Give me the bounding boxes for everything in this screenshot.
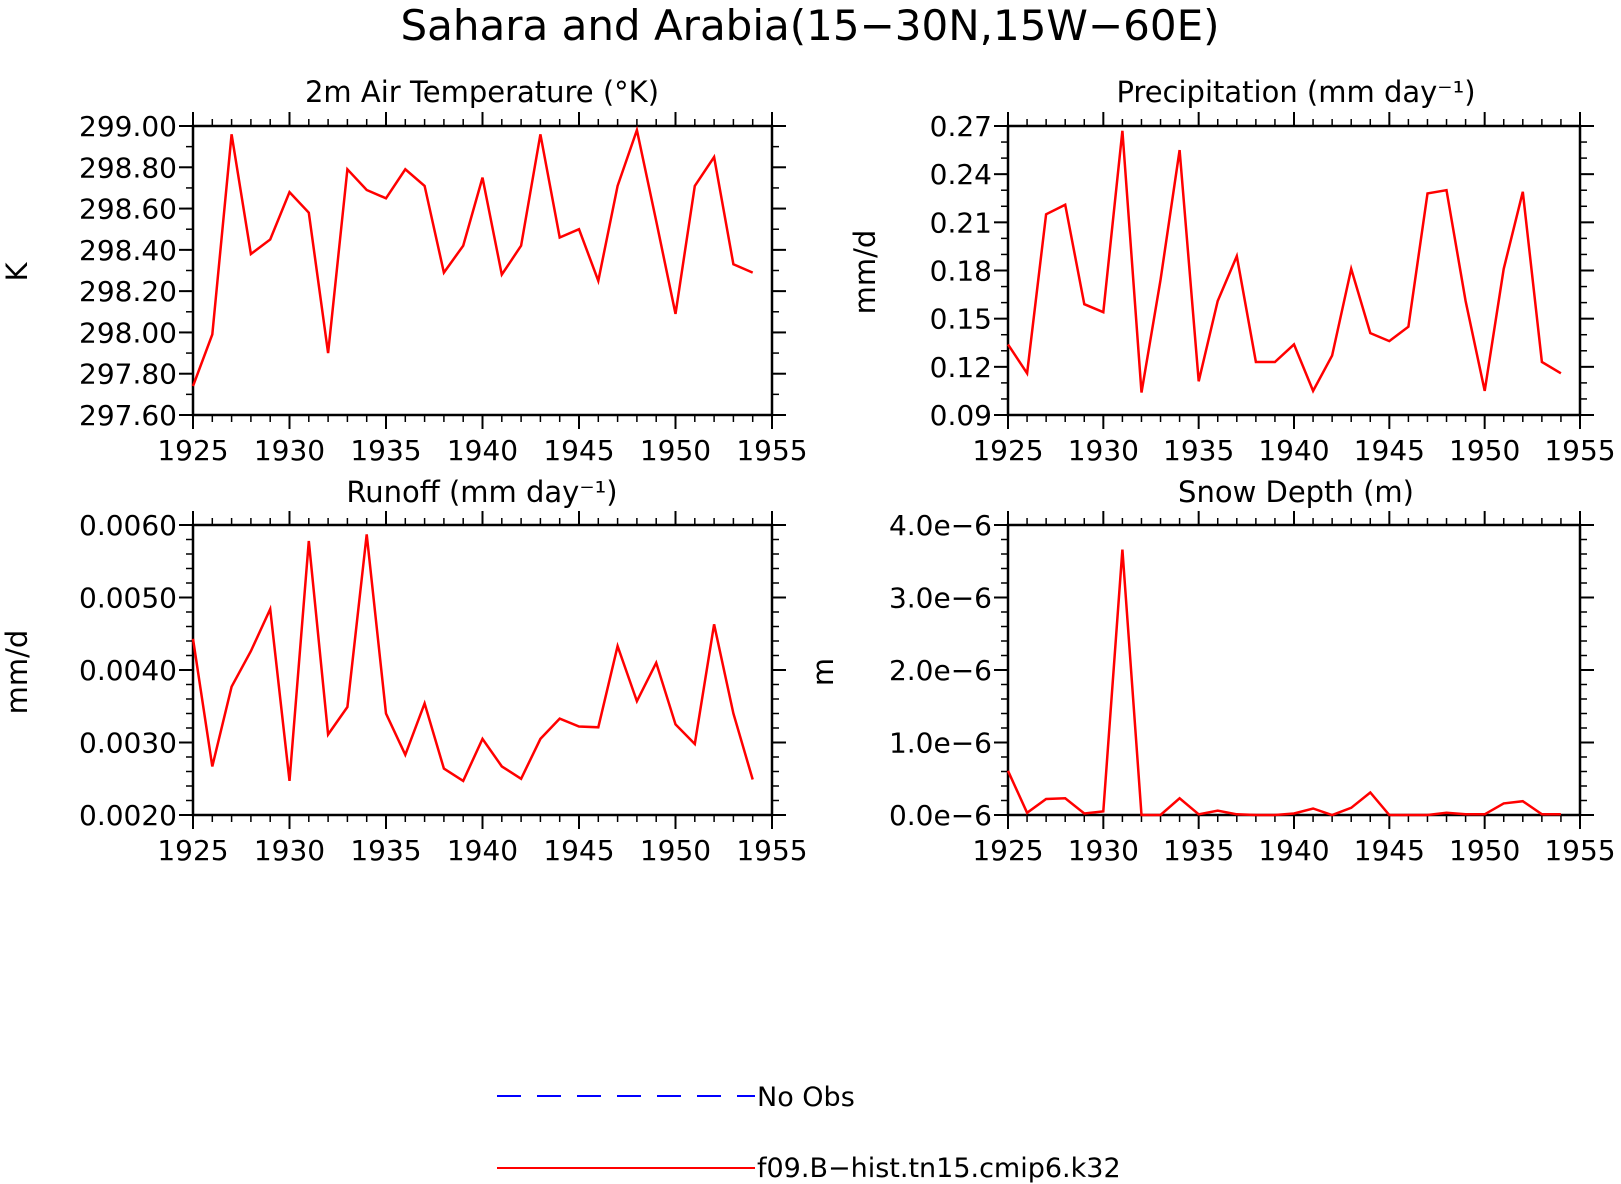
y-tick-label: 298.40: [79, 234, 177, 267]
x-tick-label: 1945: [1354, 434, 1425, 467]
y-tick-label: 0.0030: [79, 727, 177, 760]
y-tick-label: 298.80: [79, 151, 177, 184]
legend-label-model: f09.B−hist.tn15.cmip6.k32: [757, 1153, 1121, 1184]
x-tick-label: 1945: [543, 834, 614, 867]
y-tick-label: 298.60: [79, 193, 177, 226]
y-tick-label: 0.0050: [79, 582, 177, 615]
y-tick-label: 0.0e−6: [889, 799, 992, 832]
x-tick-label: 1930: [1068, 434, 1139, 467]
x-tick-label: 1950: [640, 834, 711, 867]
panel-title-text: Runoff (mm day⁻¹): [346, 475, 617, 509]
plot-frame: [1006, 523, 1582, 817]
y-axis-label: m: [806, 658, 840, 686]
y-axis-label: K: [0, 262, 34, 282]
series-line: [191, 125, 754, 387]
x-tick-label: 1955: [736, 834, 807, 867]
plot-frame: [191, 523, 774, 817]
panel-title: Precipitation (mm day⁻¹): [1116, 75, 1475, 109]
x-tick-label: 1950: [1449, 434, 1520, 467]
x-tick-label: 1930: [254, 834, 325, 867]
y-tick-label: 299.00: [79, 110, 177, 143]
y-tick-label: 0.21: [930, 206, 992, 239]
y-tick-label: 0.24: [930, 158, 992, 191]
y-tick-label: 0.15: [930, 303, 992, 336]
y-tick-label: 0.18: [930, 255, 992, 288]
x-tick-label: 1950: [1449, 834, 1520, 867]
y-tick-label: 298.00: [79, 316, 177, 349]
x-tick-label: 1935: [1163, 434, 1234, 467]
panel-air-temperature: 2m Air Temperature (°K) K 1925 1930 1935 19…: [0, 75, 808, 467]
panel-runoff: Runoff (mm day⁻¹) mm/d 1925 1930 1935 1940 1…: [0, 475, 808, 867]
plot-frame: [191, 124, 774, 417]
panel-snow-depth: Snow Depth (m) m 1925 1930 1935 1940 1945 195…: [806, 475, 1616, 867]
x-tick-label: 1925: [972, 434, 1043, 467]
plot-area: 1925 1930 1935 1940 1945 1950 1955 297.60 297.80…: [79, 110, 808, 467]
panel-precipitation: Precipitation (mm day⁻¹) mm/d 1925 1930 19…: [848, 75, 1616, 467]
x-tick-label: 1935: [1163, 834, 1234, 867]
x-tick-label: 1955: [1544, 434, 1615, 467]
legend-label-obs: No Obs: [757, 1082, 855, 1113]
y-tick-label: 3.0e−6: [889, 582, 992, 615]
panel-title: Snow Depth (m): [1178, 475, 1414, 509]
panel-title-text: Precipitation (mm day⁻¹): [1116, 75, 1475, 109]
series-line: [1006, 549, 1561, 817]
y-tick-label: 0.27: [930, 110, 992, 143]
panel-title: Runoff (mm day⁻¹): [346, 475, 617, 509]
plot-area: 1925 1930 1935 1940 1945 1950 1955 0.0e−6 1.0e−6…: [889, 509, 1616, 867]
y-tick-label: 4.0e−6: [889, 509, 992, 542]
y-axis-label: mm/d: [848, 230, 882, 315]
y-tick-label: 0.12: [930, 351, 992, 384]
x-tick-label: 1940: [447, 834, 518, 867]
x-tick-label: 1925: [972, 834, 1043, 867]
x-tick-label: 1940: [1258, 434, 1329, 467]
y-tick-label: 297.80: [79, 358, 177, 391]
series-line: [1006, 130, 1562, 394]
x-tick-label: 1925: [157, 434, 228, 467]
y-tick-label: 0.09: [930, 399, 992, 432]
x-tick-label: 1930: [1068, 834, 1139, 867]
x-tick-label: 1930: [254, 434, 325, 467]
y-axis-label: mm/d: [0, 630, 34, 715]
x-tick-label: 1945: [543, 434, 614, 467]
panel-title: 2m Air Temperature (°K): [305, 75, 659, 109]
y-tick-label: 2.0e−6: [889, 654, 992, 687]
x-tick-label: 1955: [736, 434, 807, 467]
y-tick-label: 298.20: [79, 275, 177, 308]
plot-area: 1925 1930 1935 1940 1945 1950 1955 0.09 0.12 0.15…: [930, 110, 1616, 467]
figure-title: Sahara and Arabia(15−30N,15W−60E): [400, 1, 1219, 50]
plot-frame: [1006, 124, 1582, 417]
x-tick-label: 1935: [350, 834, 421, 867]
x-tick-label: 1945: [1354, 834, 1425, 867]
plot-area: 1925 1930 1935 1940 1945 1950 1955 0.0020 0.0030…: [79, 509, 808, 867]
y-tick-label: 0.0060: [79, 509, 177, 542]
legend: No Obs f09.B−hist.tn15.cmip6.k32: [497, 1082, 1121, 1184]
y-tick-label: 0.0020: [79, 799, 177, 832]
y-tick-label: 297.60: [79, 399, 177, 432]
x-tick-label: 1940: [447, 434, 518, 467]
x-tick-label: 1935: [350, 434, 421, 467]
series-line: [191, 534, 754, 783]
y-tick-label: 1.0e−6: [889, 727, 992, 760]
x-tick-label: 1955: [1544, 834, 1615, 867]
x-tick-label: 1950: [640, 434, 711, 467]
x-tick-label: 1925: [157, 834, 228, 867]
y-tick-label: 0.0040: [79, 654, 177, 687]
x-tick-label: 1940: [1258, 834, 1329, 867]
